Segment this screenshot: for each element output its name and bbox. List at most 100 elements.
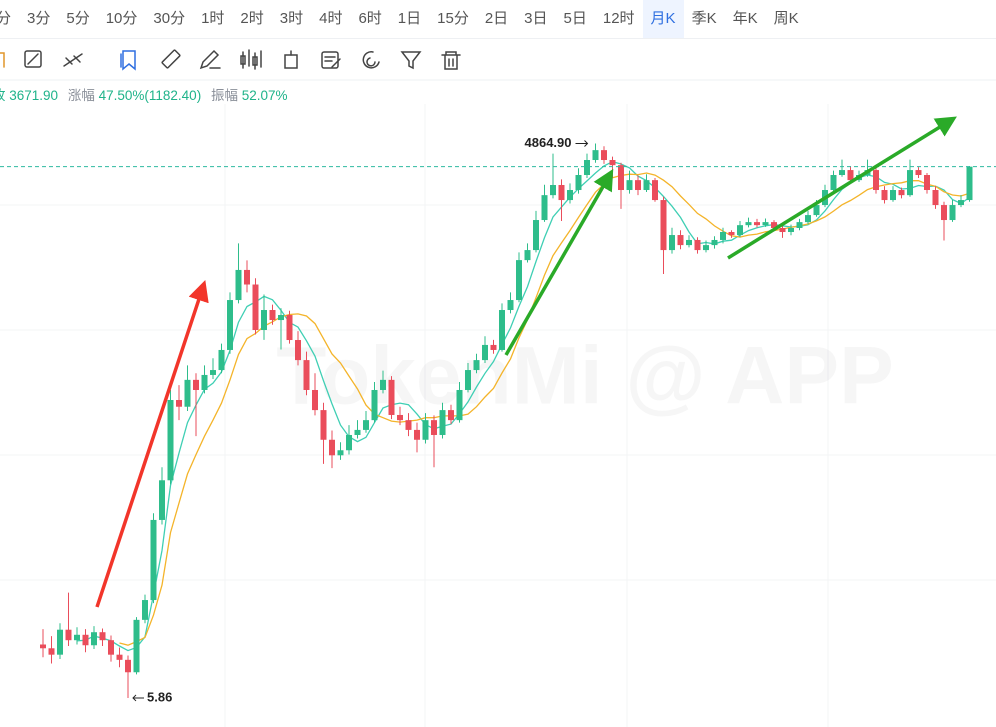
candle-body: [269, 310, 276, 321]
candle-body: [108, 640, 114, 655]
candle-body: [822, 190, 828, 206]
tool-icon[interactable]: [284, 50, 298, 69]
timeframe-tab[interactable]: 年K: [732, 10, 758, 27]
timeframe-tab[interactable]: 10分: [105, 10, 138, 27]
candle-body: [686, 239, 692, 246]
candle-body: [465, 370, 471, 390]
candle-body: [397, 414, 403, 421]
tool-icon[interactable]: [400, 51, 422, 70]
candle-body: [703, 245, 709, 251]
candle-body: [48, 648, 55, 655]
candle-body: [439, 410, 446, 435]
candle-body: [601, 150, 607, 161]
info-line: 收 3671.90 涨幅 47.50%(1182.40) 振幅 52.07%: [0, 84, 294, 104]
timeframe-tab[interactable]: 2日: [484, 10, 509, 27]
candle-body: [295, 340, 301, 361]
candle-body: [380, 379, 386, 390]
candle-body: [65, 629, 72, 641]
tool-icon[interactable]: [24, 50, 42, 68]
tool-icon[interactable]: [441, 51, 461, 70]
candle-body: [329, 439, 335, 456]
candle-body: [278, 315, 284, 321]
candle-body: [881, 190, 888, 201]
candle-body: [907, 170, 913, 196]
candle-body: [796, 222, 803, 228]
timeframe-tab[interactable]: 3时: [279, 10, 304, 27]
candle-body: [286, 315, 293, 341]
change-label: 涨幅: [67, 88, 95, 103]
candle-body: [125, 659, 131, 673]
amplitude-value: 52.07%: [241, 88, 288, 103]
timeframe-tab[interactable]: 周K: [773, 10, 799, 27]
timeframe-tab[interactable]: 月K: [642, 0, 684, 38]
candle-body: [133, 619, 140, 673]
candle-body: [558, 185, 565, 201]
candle-body: [864, 170, 871, 176]
candle-body: [839, 170, 845, 176]
candle-body: [754, 222, 760, 226]
timeframe-tab[interactable]: 3日: [524, 10, 548, 27]
candle-body: [57, 629, 63, 655]
timeframe-tab[interactable]: 4时: [319, 10, 343, 27]
candle-body: [473, 360, 480, 371]
tool-icon[interactable]: [120, 50, 136, 71]
tool-icon[interactable]: [321, 51, 341, 69]
candle-body: [584, 160, 590, 176]
candle-body: [856, 175, 862, 181]
candle-body: [516, 260, 522, 301]
candle-body: [949, 205, 956, 221]
candle-body: [448, 410, 454, 421]
timeframe-tab[interactable]: 12时: [602, 10, 635, 27]
candle-body: [167, 400, 174, 481]
timeframe-tab[interactable]: 分: [0, 10, 12, 27]
tool-icon[interactable]: [0, 52, 5, 68]
candle-body: [813, 205, 820, 216]
candle-body: [193, 379, 199, 390]
candle-body: [354, 429, 361, 435]
candle-body: [677, 235, 684, 246]
candle-body: [456, 389, 463, 421]
timeframe-tab[interactable]: 1时: [201, 10, 225, 27]
timeframe-tab[interactable]: 15分: [437, 10, 469, 27]
candle-body: [805, 215, 811, 223]
timeframe-tab[interactable]: 30分: [153, 10, 186, 27]
timeframe-tab[interactable]: 6时: [358, 10, 382, 27]
close-label: 收: [0, 88, 6, 103]
candle-body: [499, 310, 505, 350]
candle-body: [312, 389, 318, 411]
candle-body: [898, 190, 905, 196]
candle-body: [592, 150, 599, 161]
candle-body: [643, 180, 650, 191]
candle-body: [363, 420, 369, 430]
timeframe-tab[interactable]: 3分: [27, 10, 51, 27]
candle-body: [74, 634, 80, 641]
timeframe-tab[interactable]: 1日: [397, 10, 422, 27]
low-label: 5.86: [147, 689, 172, 704]
tool-icon[interactable]: [362, 51, 380, 69]
tool-icon[interactable]: [240, 49, 262, 70]
candle-body: [524, 250, 531, 261]
timeframe-tab[interactable]: 季K: [691, 10, 717, 27]
candle-body: [728, 232, 735, 236]
candle-body: [873, 170, 879, 191]
candle-body: [541, 195, 548, 221]
timeframe-tab[interactable]: 5分: [66, 10, 90, 27]
candle-body: [626, 180, 633, 191]
candle-body: [711, 239, 718, 246]
tool-icon[interactable]: [63, 53, 83, 67]
timeframe-tab[interactable]: 5日: [563, 10, 587, 27]
candle-body: [261, 310, 267, 330]
tool-icon[interactable]: [161, 49, 181, 69]
candle-body: [660, 200, 667, 251]
candle-body: [737, 225, 743, 236]
candle-body: [567, 190, 573, 201]
candle-body: [150, 519, 157, 601]
candle-body: [779, 227, 786, 233]
candle-body: [762, 222, 769, 226]
candle-body: [669, 235, 675, 251]
candle-body: [958, 200, 964, 206]
candle-body: [924, 175, 930, 191]
candle-body: [371, 389, 378, 421]
timeframe-tab[interactable]: 2时: [240, 10, 264, 27]
tool-icon[interactable]: [199, 49, 221, 70]
